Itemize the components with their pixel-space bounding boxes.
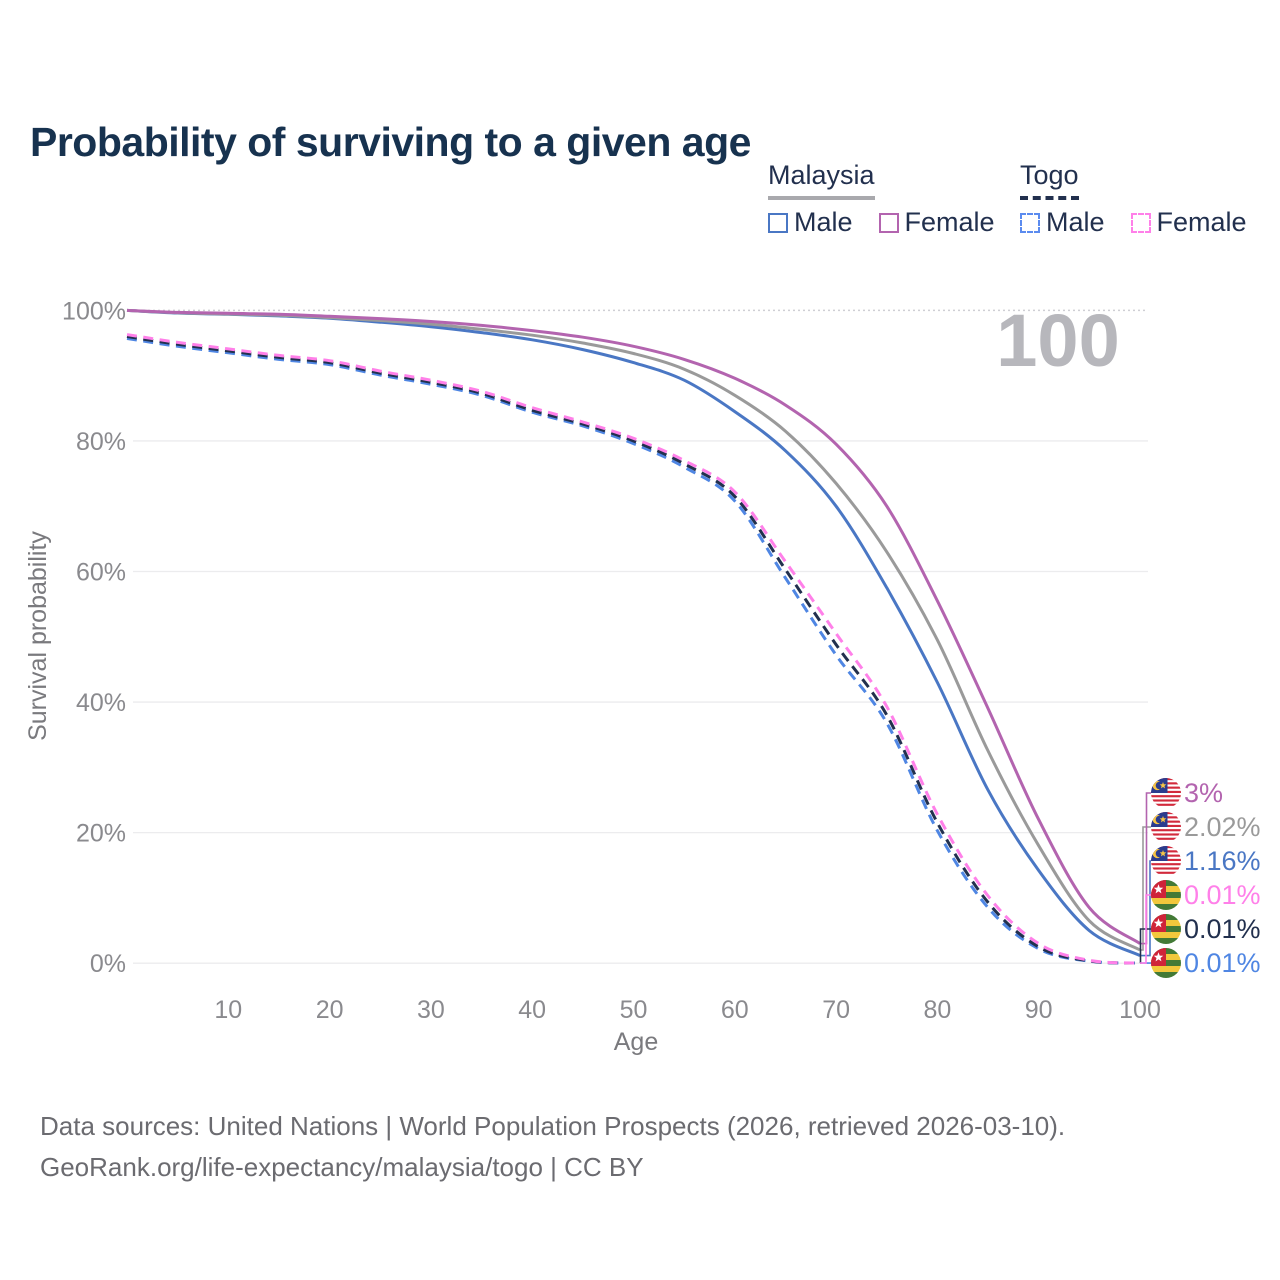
malaysia-flag-icon	[1151, 778, 1181, 808]
legend-swatch-icon	[878, 212, 899, 233]
legend-heading-malaysia[interactable]: Malaysia	[768, 160, 875, 200]
x-tick-label: 50	[620, 996, 648, 1024]
data-sources-line: Data sources: United Nations | World Pop…	[40, 1111, 1066, 1141]
flag-art	[1151, 948, 1181, 978]
flag-art	[1151, 778, 1181, 808]
flag-stripe	[1151, 972, 1181, 978]
end-value-label: 1.16%	[1184, 846, 1261, 876]
y-tick-label: 60%	[76, 559, 126, 587]
legend-item-label: Male	[1046, 207, 1105, 237]
flag-stripe	[1151, 795, 1181, 798]
flag-star	[1159, 782, 1167, 789]
end-value-label: 0.01%	[1184, 948, 1261, 978]
end-value-label: 2.02%	[1184, 812, 1261, 842]
flag-star	[1153, 884, 1164, 894]
y-tick-label: 0%	[90, 950, 126, 978]
flag-stripe	[1151, 966, 1181, 973]
flag-stripe	[1151, 829, 1181, 832]
flag-stripe	[1151, 938, 1181, 944]
x-axis-title: Age	[614, 1028, 658, 1056]
legend-group-malaysia: Malaysia Male Female	[768, 160, 995, 238]
legend-swatch-icon	[768, 212, 788, 233]
legend-item-label: Female	[904, 207, 995, 237]
x-tick-label: 30	[417, 996, 445, 1024]
x-tick-label: 70	[822, 996, 850, 1024]
flag-stripe	[1151, 871, 1181, 874]
legend-heading-togo[interactable]: Togo	[1020, 160, 1079, 200]
legend-item-malaysia-female[interactable]: Female	[878, 207, 995, 238]
flag-stripe	[1151, 803, 1181, 806]
y-axis-title: Survival probability	[24, 531, 52, 741]
legend-item-label: Female	[1156, 207, 1247, 237]
legend-group-togo: Togo Male Female	[1020, 160, 1247, 238]
leader-line	[1140, 860, 1151, 957]
y-tick-label: 100%	[62, 297, 126, 325]
flag-art	[1151, 846, 1181, 876]
legend-swatch-icon	[1020, 212, 1040, 233]
x-tick-label: 90	[1025, 996, 1053, 1024]
end-value-label: 0.01%	[1184, 914, 1261, 944]
leader-line	[1140, 792, 1151, 945]
series-line-togo-both	[126, 335, 1141, 965]
x-tick-label: 40	[518, 996, 546, 1024]
series-line-malaysia-female	[126, 308, 1141, 945]
flag-stripe	[1151, 904, 1181, 910]
legend-item-togo-female[interactable]: Female	[1130, 207, 1247, 238]
togo-flag-icon	[1151, 880, 1181, 910]
togo-flag-icon	[1151, 948, 1181, 978]
x-tick-label: 100	[1119, 996, 1161, 1024]
flag-stripe	[1151, 833, 1181, 836]
flag-star	[1153, 918, 1164, 928]
series-line-togo-female	[126, 333, 1141, 965]
footer: Data sources: United Nations | World Pop…	[40, 1106, 1065, 1188]
series-line-togo-male	[126, 337, 1141, 965]
x-tick-label: 60	[721, 996, 749, 1024]
attribution-line: GeoRank.org/life-expectancy/malaysia/tog…	[40, 1152, 644, 1182]
flag-stripe	[1151, 837, 1181, 840]
legend-item-togo-male[interactable]: Male	[1020, 207, 1105, 238]
y-tick-label: 20%	[76, 820, 126, 848]
x-tick-label: 10	[214, 996, 242, 1024]
flag-star	[1159, 850, 1167, 857]
age-watermark: 100	[996, 299, 1119, 382]
series-line-malaysia-male	[126, 308, 1141, 957]
legend: Malaysia Male Female Togo Male Female	[0, 160, 1280, 240]
flag-star	[1153, 952, 1164, 962]
legend-swatch-icon	[1130, 212, 1151, 233]
flag-stripe	[1151, 799, 1181, 802]
survival-chart: 100 0% 20% 40% 60% 80% 100% 10 20 30 40 50 60 70 80 9…	[24, 297, 1261, 1056]
togo-flag-icon	[1151, 914, 1181, 944]
flag-art	[1151, 812, 1181, 842]
flag-stripe	[1151, 932, 1181, 939]
x-tick-label: 80	[923, 996, 951, 1024]
flag-stripe	[1151, 898, 1181, 905]
page-title: Probability of surviving to a given age	[30, 119, 751, 166]
series-line-malaysia-both	[126, 308, 1141, 952]
flag-star	[1159, 816, 1167, 823]
end-value-label: 3%	[1184, 778, 1223, 808]
flag-stripe	[1151, 863, 1181, 866]
flag-stripe	[1151, 867, 1181, 870]
malaysia-flag-icon	[1151, 812, 1181, 842]
flag-art	[1151, 880, 1181, 910]
y-tick-label: 40%	[76, 689, 126, 717]
y-tick-label: 80%	[76, 428, 126, 456]
flag-art	[1151, 914, 1181, 944]
malaysia-flag-icon	[1151, 846, 1181, 876]
end-value-label: 0.01%	[1184, 880, 1261, 910]
x-tick-label: 20	[316, 996, 344, 1024]
legend-item-malaysia-male[interactable]: Male	[768, 207, 853, 238]
leader-line	[1140, 894, 1151, 964]
legend-item-label: Male	[794, 207, 853, 237]
